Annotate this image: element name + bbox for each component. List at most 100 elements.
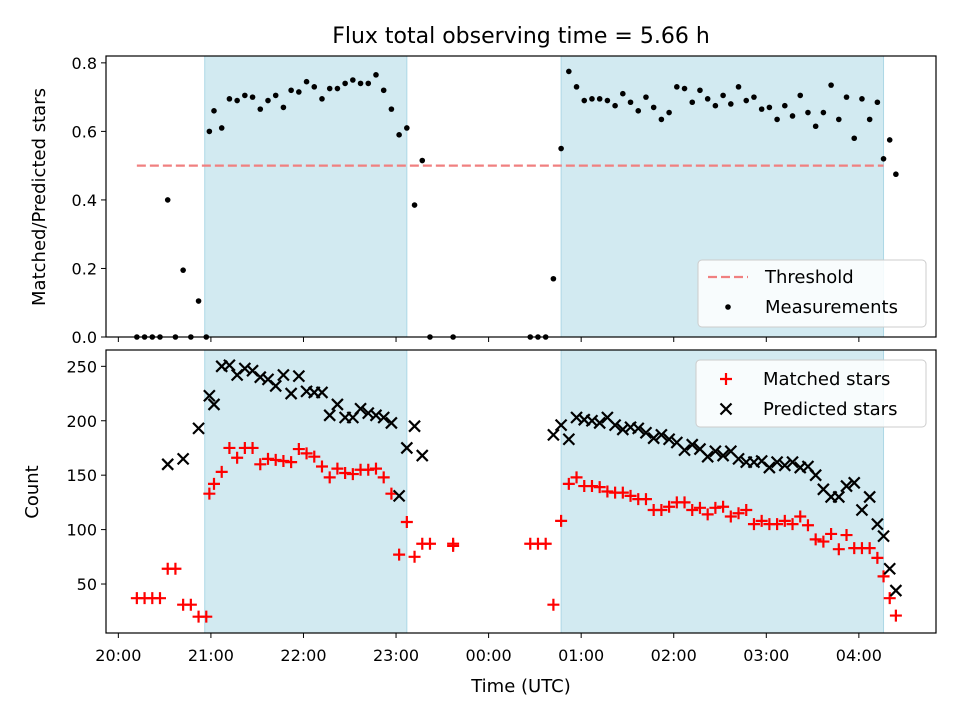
measurement-point xyxy=(627,99,634,106)
matched-point xyxy=(655,504,668,517)
x-tick-label: 23:00 xyxy=(373,646,419,665)
top-legend: Threshold Measurements xyxy=(697,259,927,328)
y-tick-label: 250 xyxy=(66,357,97,376)
matched-point xyxy=(817,535,830,548)
measurement-point xyxy=(234,97,240,104)
measurement-point xyxy=(211,108,217,114)
predicted-point xyxy=(770,455,784,469)
predicted-point xyxy=(292,369,306,383)
measurement-point xyxy=(365,80,372,87)
measurement-point xyxy=(357,80,364,87)
measurement-point xyxy=(697,87,703,94)
measurement-point xyxy=(766,104,773,111)
x-tick-label: 03:00 xyxy=(743,646,789,665)
measurement-point xyxy=(249,94,256,100)
matched-point xyxy=(840,529,853,542)
y-tick-label: 100 xyxy=(66,521,97,540)
matched-point xyxy=(693,501,706,514)
matched-point xyxy=(863,542,876,555)
measurement-point xyxy=(820,109,827,116)
measurement-point xyxy=(743,97,750,104)
predicted-point xyxy=(400,441,414,455)
predicted-point xyxy=(277,368,290,382)
predicted-point xyxy=(840,479,853,493)
matched-point xyxy=(346,468,359,481)
predicted-point xyxy=(786,455,799,469)
matched-point xyxy=(616,486,629,499)
matched-point xyxy=(771,518,784,531)
matched-point xyxy=(300,447,313,460)
matched-point xyxy=(447,539,460,552)
measurement-point xyxy=(681,85,688,92)
matched-point xyxy=(369,462,382,475)
y-tick-label: 0.4 xyxy=(72,191,97,210)
legend-box xyxy=(697,259,927,328)
measurement-point xyxy=(604,97,611,104)
y-tick-label: 0.0 xyxy=(72,328,97,347)
legend-measurements-swatch xyxy=(725,304,731,310)
bottom-plot-frame xyxy=(105,349,937,634)
measurement-point xyxy=(635,108,642,114)
matched-point xyxy=(877,570,890,583)
legend-predicted-label: Predicted stars xyxy=(763,399,897,420)
predicted-point xyxy=(377,411,390,424)
matched-point xyxy=(555,514,568,527)
measurement-point xyxy=(658,116,665,123)
predicted-point xyxy=(284,387,298,400)
predicted-point xyxy=(809,468,822,482)
x-tick-label: 00:00 xyxy=(466,646,512,665)
predicted-point xyxy=(238,362,252,375)
measurement-point xyxy=(404,125,410,131)
measurement-point xyxy=(319,96,325,102)
measurement-point xyxy=(311,84,318,90)
predicted-point xyxy=(369,409,383,422)
top-panel: 0.00.20.40.60.8 Matched/Predicted stars … xyxy=(29,54,937,347)
predicted-point xyxy=(203,389,216,402)
observing-window xyxy=(204,349,408,634)
measurement-point xyxy=(226,96,233,102)
predicted-point xyxy=(161,458,174,471)
measurement-point xyxy=(851,135,858,142)
predicted-point xyxy=(315,386,329,399)
measurement-point xyxy=(843,94,850,100)
measurement-point xyxy=(411,202,418,208)
matched-point xyxy=(740,504,753,517)
measurement-point xyxy=(296,89,302,95)
predicted-point xyxy=(331,398,344,411)
measurement-point xyxy=(812,123,819,130)
predicted-point xyxy=(562,432,576,446)
matched-point xyxy=(570,471,583,484)
matched-point xyxy=(246,441,259,454)
matched-point xyxy=(215,465,228,478)
matched-point xyxy=(747,518,760,531)
matched-point xyxy=(724,510,737,523)
matched-point xyxy=(539,537,552,550)
legend-measurements-label: Measurements xyxy=(765,297,898,318)
matched-point xyxy=(883,592,896,605)
measurement-point xyxy=(380,87,387,94)
predicted-point xyxy=(631,422,645,435)
predicted-point xyxy=(763,461,776,474)
measurement-point xyxy=(650,104,657,111)
measurement-point xyxy=(280,104,287,111)
predicted-point xyxy=(385,416,398,430)
predicted-point xyxy=(647,431,660,445)
measurement-point xyxy=(643,94,649,100)
predicted-point xyxy=(662,432,676,446)
measurement-point xyxy=(751,94,757,100)
matched-point xyxy=(323,471,336,484)
matched-point xyxy=(203,487,216,500)
predicted-point xyxy=(639,426,653,440)
predicted-point xyxy=(392,489,406,503)
matched-point xyxy=(184,598,197,611)
predicted-point xyxy=(863,490,876,504)
predicted-point xyxy=(701,450,714,463)
x-tick-label: 21:00 xyxy=(188,646,234,665)
measurement-point xyxy=(550,275,557,282)
x-tick-label: 01:00 xyxy=(558,646,604,665)
matched-point xyxy=(408,550,421,563)
measurement-point xyxy=(874,99,881,106)
measurement-point xyxy=(704,96,711,102)
predicted-point xyxy=(253,370,267,384)
